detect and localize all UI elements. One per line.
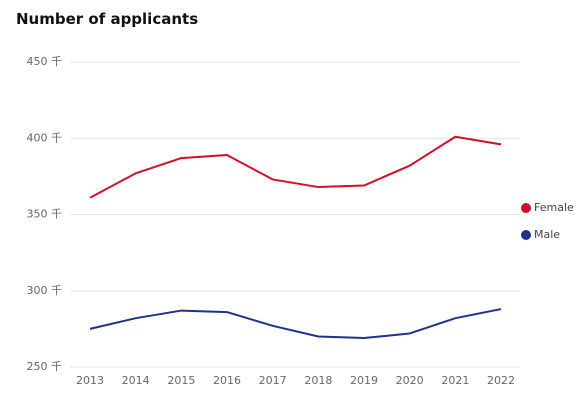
x-tick-label: 2022	[487, 374, 515, 387]
x-tick-label: 2018	[304, 374, 332, 387]
x-tick-label: 2016	[213, 374, 241, 387]
legend-label: Female	[534, 201, 574, 214]
line-series	[89, 135, 502, 199]
y-tick-label: 250 千	[27, 360, 63, 373]
y-tick-label: 400 千	[27, 131, 63, 144]
legend-marker	[521, 203, 531, 213]
x-tick-label: 2015	[167, 374, 195, 387]
x-tick-label: 2020	[396, 374, 424, 387]
line-series	[89, 308, 502, 340]
x-tick-label: 2017	[259, 374, 287, 387]
legend-marker	[521, 230, 531, 240]
x-tick-label: 2019	[350, 374, 378, 387]
x-tick-label: 2013	[76, 374, 104, 387]
y-tick-label: 350 千	[27, 208, 63, 221]
chart-title: Number of applicants	[16, 10, 198, 28]
legend-label: Male	[534, 228, 560, 241]
y-tick-label: 300 千	[27, 284, 63, 297]
x-tick-label: 2014	[122, 374, 150, 387]
x-tick-label: 2021	[441, 374, 469, 387]
y-tick-label: 450 千	[27, 55, 63, 68]
